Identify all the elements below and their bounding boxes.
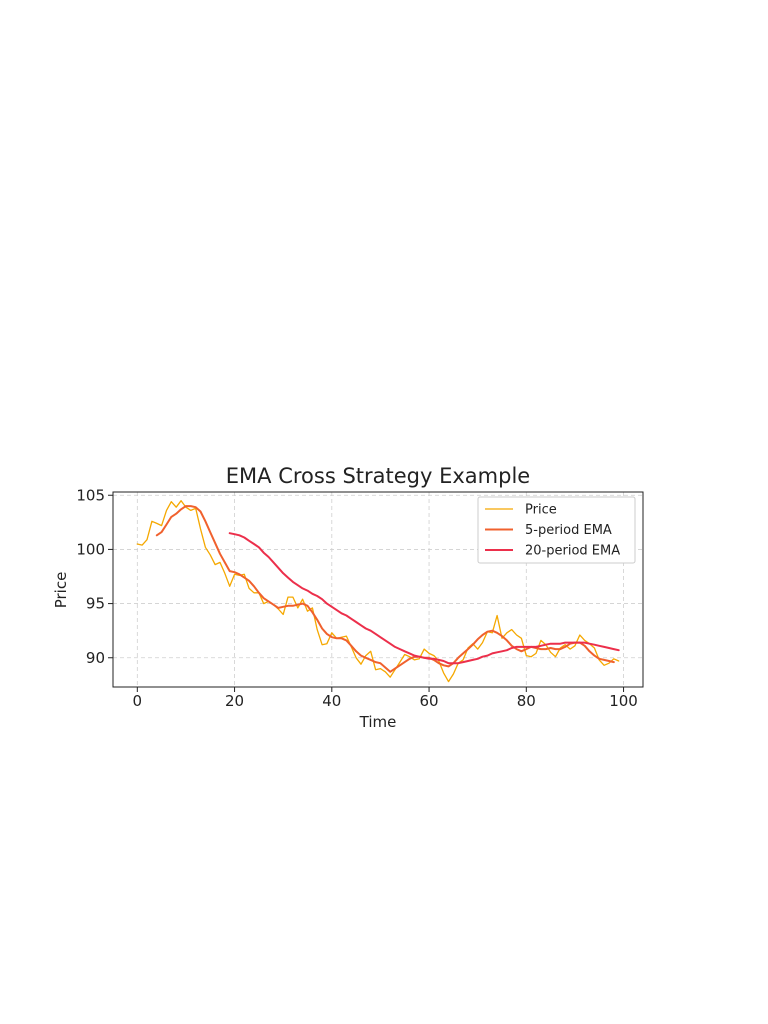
series-line-20-period-ema (228, 532, 620, 665)
y-tick-label: 95 (86, 595, 105, 613)
x-tick-label: 40 (322, 692, 341, 710)
legend-label: Price (525, 503, 557, 518)
y-tick-label: 90 (86, 649, 105, 667)
x-axis-title: Time (359, 713, 397, 731)
x-tick-label: 100 (609, 692, 638, 710)
plot-series (136, 500, 620, 683)
series-line-5-period-ema (155, 505, 615, 673)
legend-box (477, 496, 636, 564)
x-tick-label: 80 (517, 692, 536, 710)
y-axis-title: Price (52, 572, 70, 609)
x-tick-label: 0 (133, 692, 143, 710)
y-tick-label: 100 (76, 540, 105, 558)
x-tick-label: 60 (420, 692, 439, 710)
x-tick-label: 20 (225, 692, 244, 710)
chart-title: EMA Cross Strategy Example (226, 464, 530, 488)
legend: Price 5-period EMA 20-period EMA (477, 496, 636, 564)
legend-label: 20-period EMA (525, 544, 620, 559)
ticks: 0 20 40 60 80 100 90 95 100 105 (76, 486, 638, 710)
legend-label: 5-period EMA (525, 523, 612, 538)
y-tick-label: 105 (76, 486, 105, 504)
plot-frame (112, 491, 644, 688)
